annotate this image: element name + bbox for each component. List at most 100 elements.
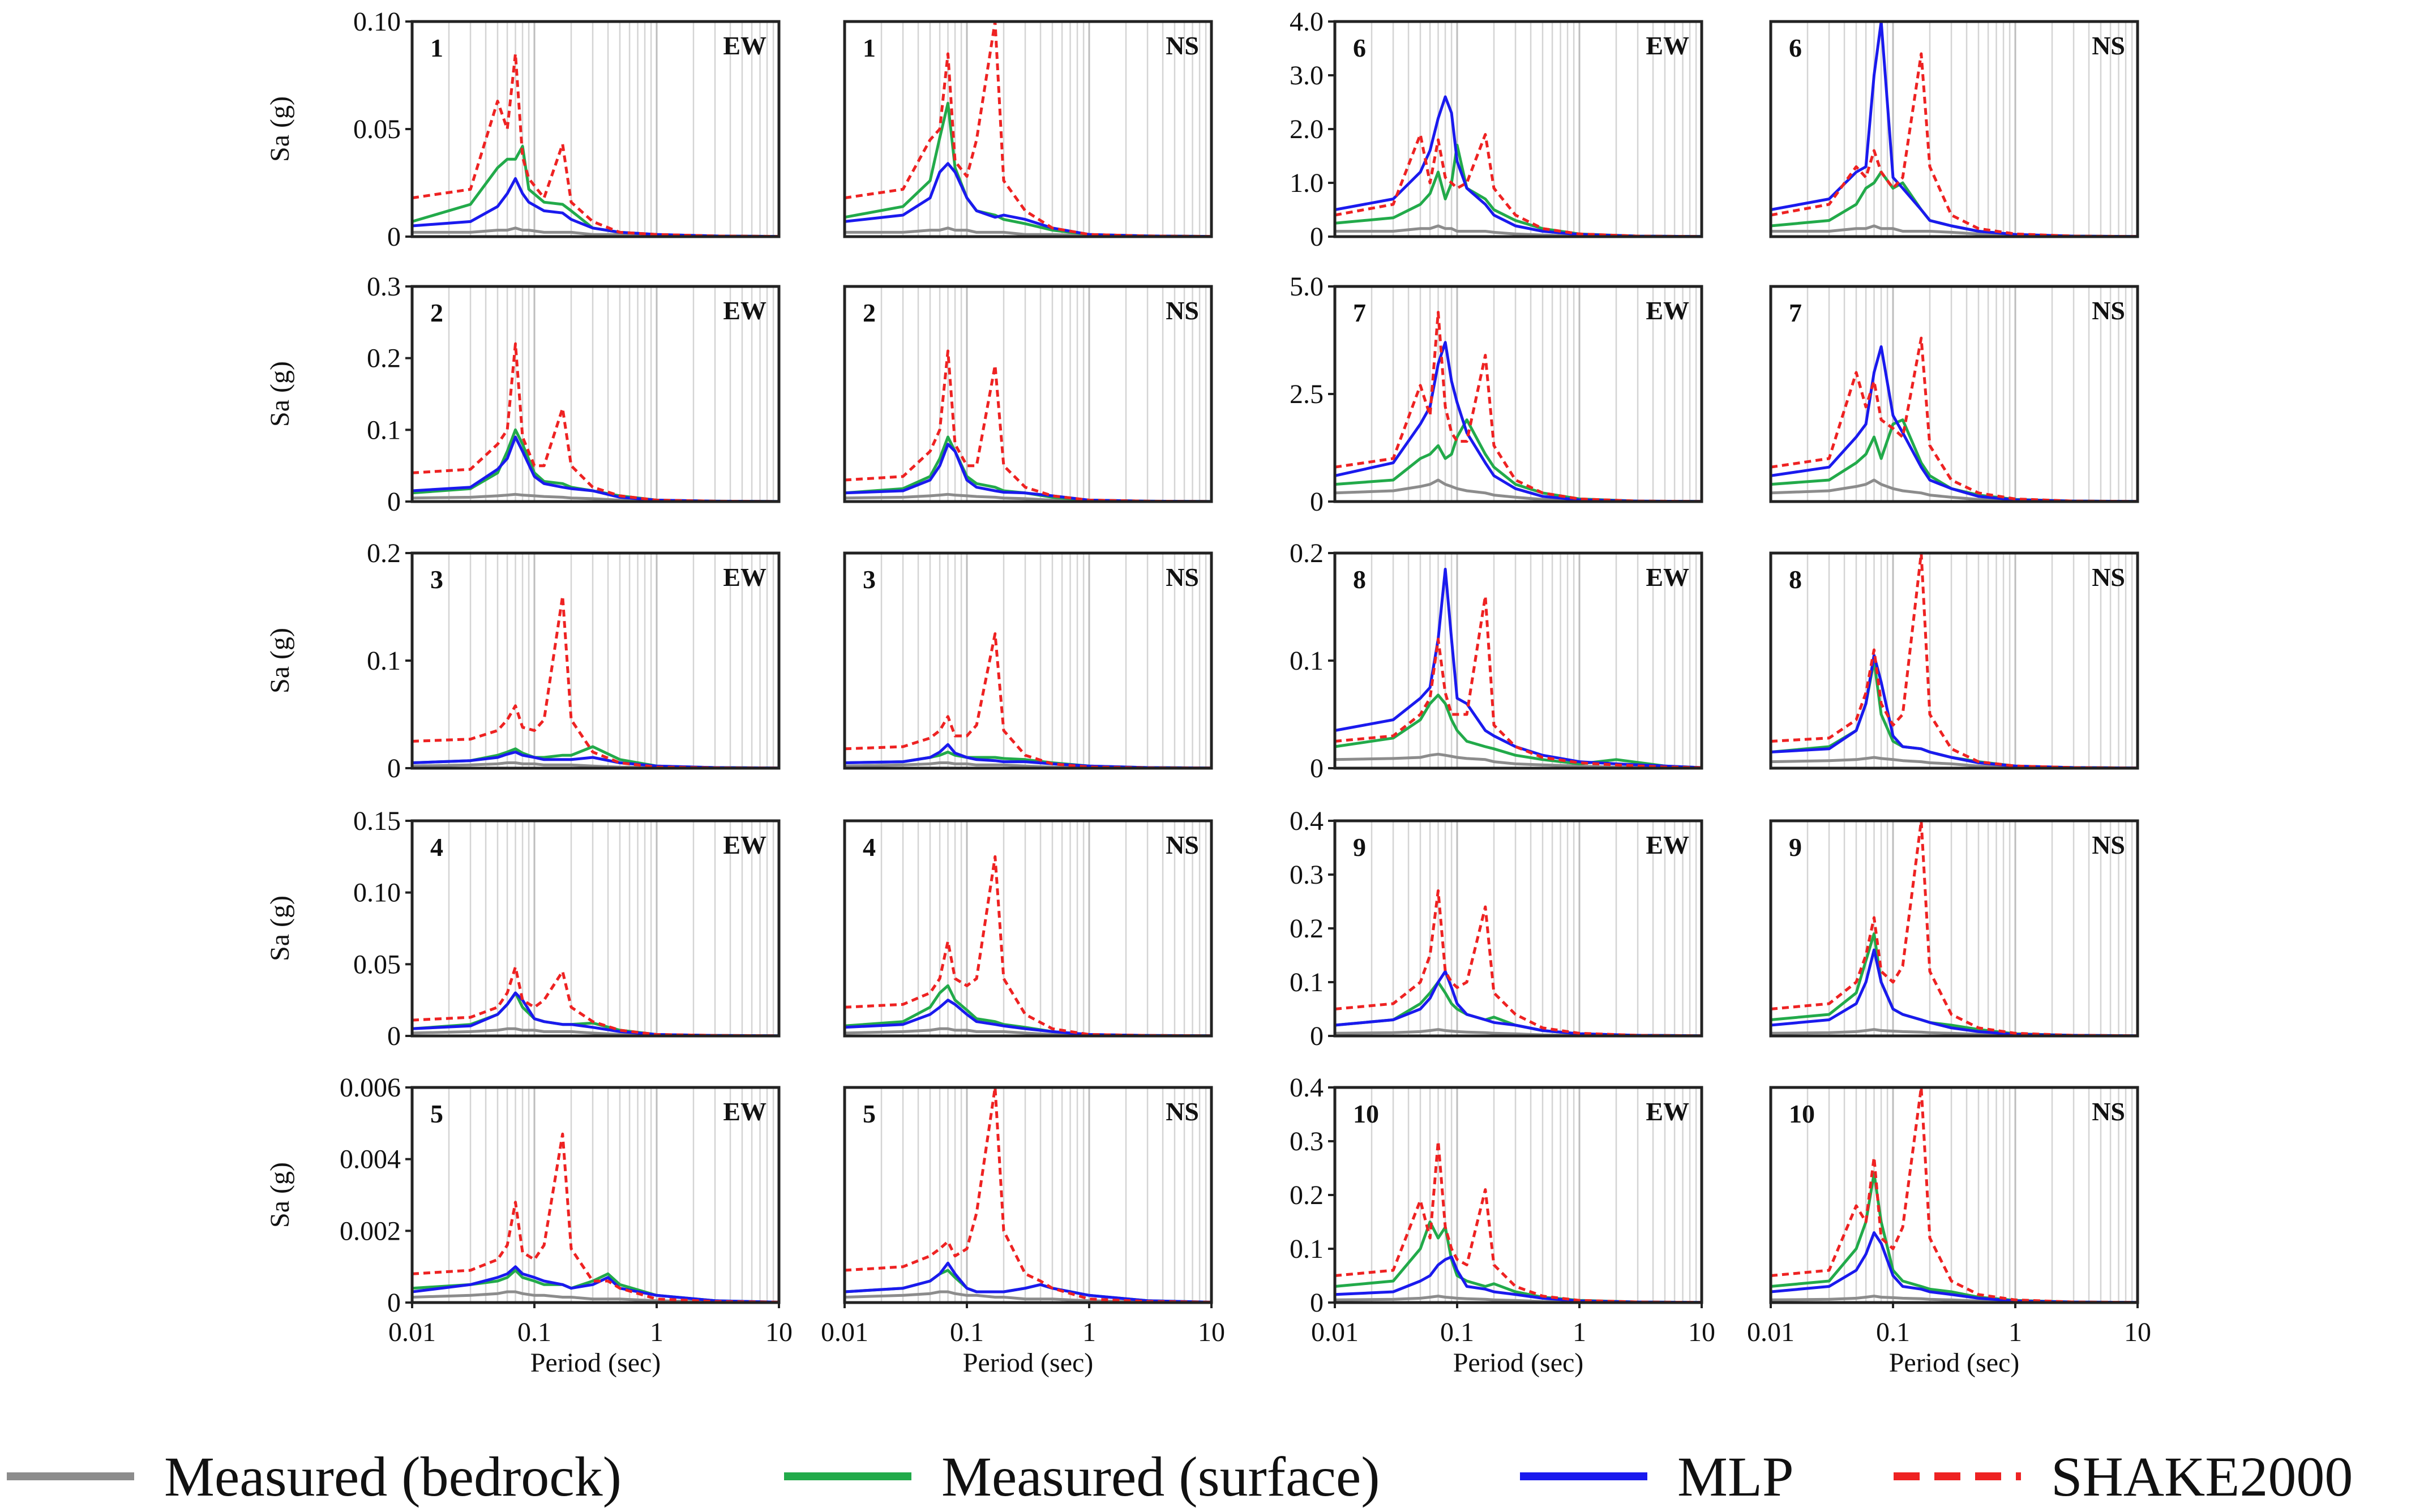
chart-panel-1-ew: 0 0.05 0.10 1 EW Sa (g)	[265, 7, 781, 252]
series-line-measured-surface	[1334, 1220, 1702, 1304]
x-tick-label: 1	[650, 1317, 663, 1347]
chart-panel-4-ns: 4 NS	[843, 819, 1213, 1038]
x-tick-label: 0.1	[950, 1317, 984, 1347]
y-axis-title: Sa (g)	[265, 628, 295, 693]
series-line-measured-bedrock	[1770, 756, 2138, 770]
y-axis-title: Sa (g)	[265, 96, 295, 162]
chart-panel-9-ew: 0 0.1 0.2 0.3 0.4 9 EW	[1290, 806, 1703, 1051]
component-label: EW	[1646, 830, 1689, 859]
plot-frame	[843, 1086, 1213, 1304]
y-tick-label: 0	[387, 222, 401, 252]
y-tick-label: 0.1	[1290, 967, 1324, 997]
station-label: 3	[863, 565, 876, 594]
x-tick-label: 10	[1198, 1317, 1225, 1347]
series-line-mlp	[412, 991, 780, 1038]
plot-frame	[843, 285, 1213, 503]
series-line-shake2000	[1770, 52, 2138, 238]
chart-panel-4-ew: 0 0.05 0.10 0.15 4 EW Sa (g)	[265, 806, 781, 1051]
series-line-mlp	[412, 177, 780, 238]
series-line-mlp	[844, 743, 1212, 770]
y-tick-label: 0	[1310, 1021, 1324, 1051]
y-tick-label: 1.0	[1290, 168, 1324, 198]
series-line-shake2000	[1334, 1140, 1702, 1304]
x-tick-label: 0.1	[517, 1317, 551, 1347]
x-tick-label: 10	[765, 1317, 793, 1347]
legend-label: MLP	[1677, 1445, 1794, 1508]
component-label: NS	[2092, 31, 2125, 60]
chart-panel-8-ns: 8 NS	[1769, 551, 2139, 770]
y-tick-label: 0.002	[340, 1216, 401, 1246]
component-label: NS	[1166, 563, 1199, 592]
series-line-measured-bedrock	[845, 226, 1212, 238]
y-tick-label: 5.0	[1290, 272, 1324, 302]
x-axis-title: Period (sec)	[1889, 1348, 2020, 1378]
y-tick-label: 0.004	[340, 1145, 401, 1175]
component-label: EW	[1646, 1097, 1689, 1126]
series-line-shake2000	[412, 965, 780, 1038]
station-label: 8	[1353, 565, 1366, 594]
component-label: EW	[723, 296, 766, 325]
y-tick-label: 0	[1310, 222, 1324, 252]
plot-frame	[1769, 551, 2139, 770]
plot-frame	[1769, 1086, 2139, 1304]
station-label: 5	[863, 1099, 876, 1128]
chart-panel-3-ew: 0 0.1 0.2 3 EW Sa (g)	[265, 538, 781, 783]
component-label: NS	[2092, 1097, 2125, 1126]
y-tick-label: 0.05	[353, 949, 401, 979]
series-line-measured-bedrock	[844, 1290, 1212, 1304]
component-label: EW	[723, 1097, 766, 1126]
chart-panel-3-ns: 3 NS	[843, 551, 1213, 770]
series-line-mlp	[844, 1261, 1212, 1304]
y-tick-label: 4.0	[1290, 7, 1324, 37]
series-line-shake2000	[1770, 819, 2138, 1038]
y-axis-title: Sa (g)	[265, 1162, 295, 1228]
series-line-shake2000	[412, 1132, 780, 1304]
station-label: 1	[863, 33, 876, 62]
x-tick-label: 1	[1573, 1317, 1586, 1347]
series-line-shake2000	[844, 855, 1212, 1038]
legend: Measured (bedrock) Measured (surface) MLP S…	[7, 1445, 2353, 1508]
chart-panel-6-ew: 0 1.0 2.0 3.0 4.0 6 EW	[1290, 7, 1703, 252]
component-label: NS	[2092, 830, 2125, 859]
component-label: EW	[723, 31, 766, 60]
y-tick-label: 0	[387, 1021, 401, 1051]
y-tick-label: 2.0	[1290, 114, 1324, 144]
station-label: 6	[1353, 33, 1366, 62]
component-label: EW	[1646, 296, 1689, 325]
component-label: NS	[1166, 296, 1199, 325]
series-line-shake2000	[1334, 311, 1702, 503]
chart-panel-2-ns: 2 NS	[843, 285, 1213, 503]
legend-label: SHAKE2000	[2051, 1445, 2353, 1508]
station-label: 9	[1789, 833, 1802, 862]
station-label: 2	[430, 298, 443, 327]
series-line-mlp	[1770, 1231, 2138, 1304]
series-line-mlp	[844, 443, 1212, 503]
x-axis-title: Period (sec)	[963, 1348, 1094, 1378]
y-tick-label: 0	[387, 753, 401, 783]
component-label: EW	[723, 830, 766, 859]
series-line-shake2000	[1770, 1086, 2138, 1304]
component-label: EW	[1646, 563, 1689, 592]
series-line-mlp	[1770, 345, 2138, 503]
component-label: NS	[1166, 31, 1199, 60]
chart-panel-10-ew: 0 0.1 0.2 0.3 0.4 10 EW 0.01 0.1 1 10 Period (sec)	[1290, 1073, 1715, 1378]
y-tick-label: 0.05	[353, 114, 401, 144]
station-label: 4	[863, 833, 876, 862]
legend-label: Measured (surface)	[941, 1445, 1380, 1508]
series-line-mlp	[412, 751, 780, 770]
station-label: 5	[430, 1099, 443, 1128]
plot-frame	[843, 20, 1213, 238]
y-tick-label: 2.5	[1290, 379, 1324, 409]
x-tick-label: 10	[1688, 1317, 1715, 1347]
series-line-measured-surface	[1770, 1172, 2138, 1304]
station-label: 9	[1353, 833, 1366, 862]
y-tick-label: 0.1	[367, 646, 401, 676]
y-axis-title: Sa (g)	[265, 361, 295, 427]
x-tick-label: 10	[2124, 1317, 2151, 1347]
station-label: 8	[1789, 565, 1802, 594]
series-line-shake2000	[1334, 889, 1702, 1038]
y-tick-label: 3.0	[1290, 61, 1324, 91]
series-line-shake2000	[1334, 594, 1702, 769]
y-tick-label: 0.4	[1290, 1073, 1324, 1103]
series-line-mlp	[1334, 1255, 1702, 1304]
